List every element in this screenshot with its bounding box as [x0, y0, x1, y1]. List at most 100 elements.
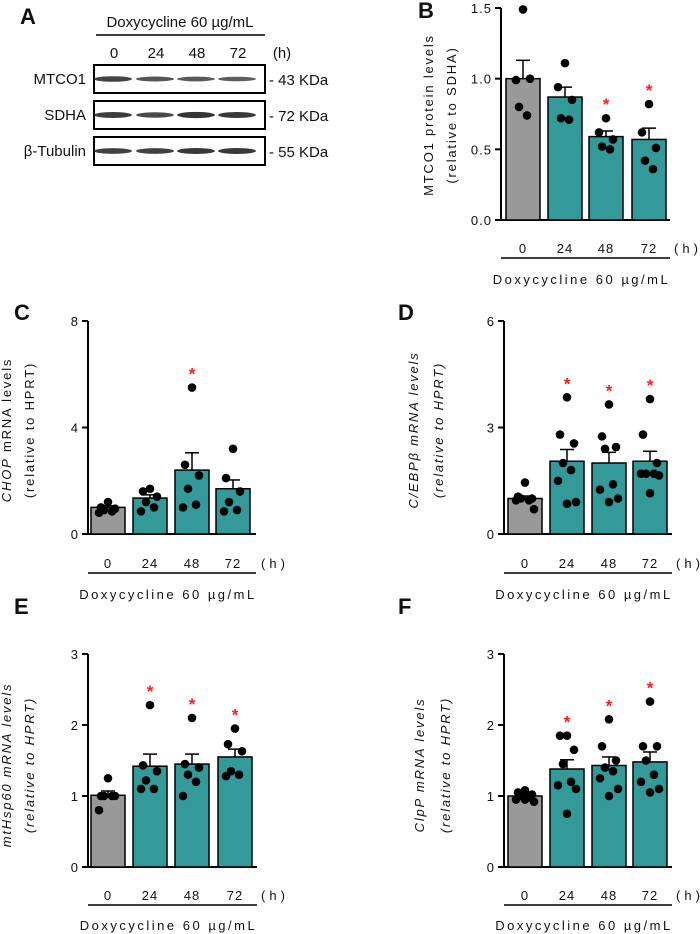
data-point	[141, 776, 151, 785]
blot-band	[218, 147, 256, 155]
data-point	[558, 458, 568, 468]
x-tick-label: 72	[225, 556, 241, 571]
data-point	[636, 777, 646, 787]
y-axis-label: ClpP mRNA levels	[412, 698, 427, 833]
blot-band	[94, 112, 132, 118]
data-point	[604, 791, 614, 801]
data-point	[149, 503, 159, 512]
data-point	[645, 488, 655, 498]
y-tick-label: 0.5	[471, 142, 492, 157]
data-point	[223, 739, 233, 749]
data-point	[613, 494, 623, 503]
data-point	[558, 759, 568, 769]
data-point	[145, 484, 155, 494]
x-tick-label: 24	[559, 888, 575, 903]
data-point	[520, 478, 530, 487]
data-point	[187, 713, 197, 723]
y-tick-label: 1.5	[471, 1, 492, 16]
bar	[132, 497, 168, 535]
significance-star: *	[606, 696, 613, 715]
data-point	[136, 507, 146, 516]
data-point	[183, 484, 193, 494]
data-point	[562, 809, 572, 819]
data-point	[600, 763, 610, 772]
data-point	[597, 432, 607, 441]
data-point	[637, 128, 647, 137]
data-point	[562, 731, 572, 740]
y-tick-label: 1	[71, 789, 79, 804]
data-point	[597, 742, 607, 751]
x-unit-label: (h)	[676, 556, 700, 571]
blot-band	[94, 148, 132, 154]
data-point	[191, 777, 201, 787]
y-axis-label: (relative to HPRT)	[22, 362, 37, 498]
x-tick-label: 48	[601, 888, 617, 903]
bar	[632, 761, 668, 868]
data-point	[103, 497, 113, 507]
data-point	[569, 745, 579, 755]
blot-band	[177, 111, 215, 119]
significance-star: *	[564, 374, 571, 393]
data-point	[553, 476, 563, 486]
y-tick-label: 3	[487, 421, 495, 436]
blot-size-label: - 72 KDa	[269, 108, 329, 125]
chart-panel-d: D 0 3 6 C/EBPβ mRNA levels (relative to HPRT)…	[398, 300, 700, 602]
data-point	[152, 492, 162, 502]
x-unit-label: (h)	[674, 241, 700, 256]
y-axis-label: mtHsp60 mRNA levels	[0, 683, 14, 847]
data-point	[600, 444, 610, 454]
significance-star: *	[603, 95, 610, 114]
chart-panel-e: E 0 1 2 3 mtHsp60 mRNA levels (relative to HPR…	[0, 594, 285, 933]
data-point	[103, 773, 113, 783]
x-tick-label: 48	[184, 888, 200, 903]
blot-treatment-label: Doxycycline 60 µg/mL	[106, 14, 253, 31]
data-point	[654, 784, 664, 794]
data-point	[640, 156, 650, 165]
data-point	[525, 74, 535, 83]
data-point	[597, 142, 607, 151]
data-point	[138, 761, 148, 770]
data-point	[567, 95, 577, 105]
data-point	[194, 763, 204, 772]
panel-letter: D	[398, 300, 414, 325]
data-point	[94, 805, 104, 815]
data-point	[611, 442, 621, 452]
data-point	[237, 746, 247, 756]
blot-time-label: 24	[148, 45, 165, 62]
blot-protein-label: β-Tubulin	[24, 143, 86, 160]
blot-protein-label: MTCO1	[34, 71, 87, 88]
data-point	[529, 797, 539, 806]
y-tick-label: 0.0	[471, 213, 492, 228]
chart-panel-b: B 0.0 0.5 1.0 1.5 MTCO1 protein levels (relati…	[418, 0, 700, 287]
data-point	[649, 770, 659, 779]
x-tick-label: 48	[598, 241, 614, 256]
data-point	[219, 507, 229, 516]
y-axis-label: CHOP mRNA levels	[0, 358, 14, 502]
y-axis-label-part: (relative to HPRT)	[22, 362, 37, 498]
y-tick-label: 8	[71, 314, 79, 329]
data-point	[652, 458, 662, 468]
data-point	[605, 145, 615, 154]
blot-protein-label: SDHA	[44, 107, 86, 124]
data-point	[191, 500, 201, 510]
bar	[591, 764, 627, 868]
y-axis-label-part: (relative to HPRT)	[438, 697, 453, 833]
data-point	[645, 697, 655, 706]
data-point	[178, 503, 188, 512]
bar	[90, 794, 126, 868]
y-tick-label: 2	[487, 718, 495, 733]
blot-band	[177, 76, 215, 82]
data-point	[230, 724, 240, 733]
bar	[547, 96, 583, 221]
y-axis-label: MTCO1 protein levels	[421, 34, 436, 196]
data-point	[638, 430, 648, 439]
data-point	[566, 465, 576, 475]
data-point	[611, 756, 621, 765]
data-point	[555, 430, 565, 439]
y-axis-label: (relative to HPRT)	[22, 697, 37, 833]
blot-band	[136, 112, 174, 118]
significance-star: *	[646, 81, 653, 100]
data-point	[511, 795, 521, 804]
data-point	[149, 784, 159, 794]
